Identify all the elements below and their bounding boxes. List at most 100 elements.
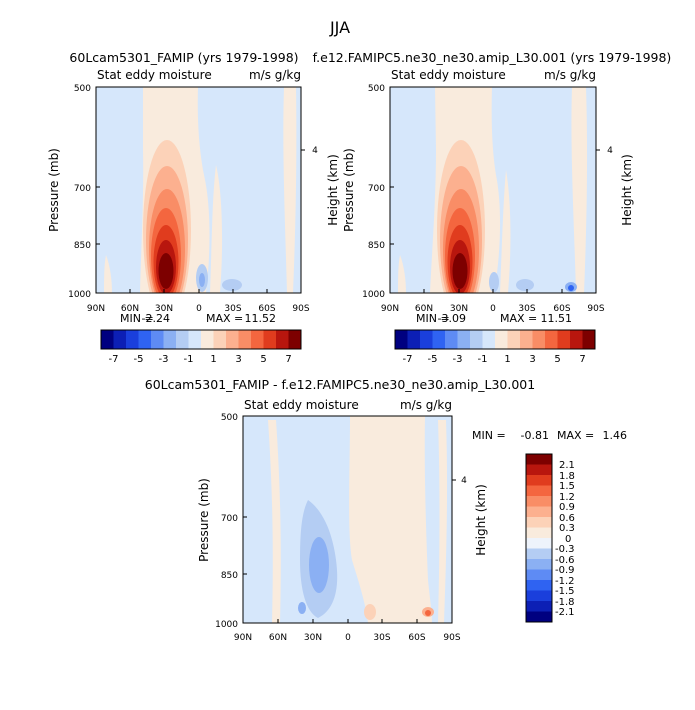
panel-3-ytick-700: 700 (221, 514, 238, 524)
panel-1-negative-2 (199, 273, 205, 287)
panel-3-cbar-label-10: -0.6 (555, 555, 575, 566)
panel-1-cbar-label-8: 7 (285, 354, 291, 365)
panel-2-negative-2 (516, 279, 534, 291)
panel-1-swatch-2 (113, 330, 126, 349)
panel-2-min-value: -3.09 (438, 312, 466, 325)
panel-3-cbar-label-7: 0.3 (559, 523, 575, 534)
panel-1-cbar-label-7: 5 (260, 354, 266, 365)
panel-3-cbar-label-4: 1.2 (559, 492, 575, 503)
panel-2-swatch-7 (470, 330, 483, 349)
panel-2-ytick-500: 500 (368, 84, 385, 94)
panel-2-main-title: f.e12.FAMIPC5.ne30_ne30.amip_L30.001 (yr… (313, 50, 672, 65)
panel-3-colorbar-swatches (526, 454, 552, 622)
panel-1-ytick-850: 850 (74, 241, 91, 251)
panel-2-cbar-label-2: -5 (428, 354, 438, 365)
panel-2-swatch-5 (445, 330, 458, 349)
panel-1-max-value: 11.52 (245, 312, 277, 325)
panel-3-cbar-label-1: 2.1 (559, 460, 575, 471)
panel-1-cbar-label-1: -7 (109, 354, 119, 365)
panel-3-swatch-8 (526, 527, 552, 538)
panel-3-cbar-label-3: 1.5 (559, 481, 575, 492)
panel-2-max-label: MAX = (500, 312, 537, 325)
panel-1-y-axis: 500 700 850 1000 Pressure (mb) 4 Height … (47, 84, 340, 300)
panel-2-swatch-3 (420, 330, 433, 349)
panel-1-cbar-label-4: -1 (184, 354, 194, 365)
panel-1-cbar-label-6: 3 (235, 354, 241, 365)
panel-1-swatch-1 (101, 330, 114, 349)
panel-3-swatch-11 (526, 559, 552, 570)
panel-2-swatch-11 (520, 330, 533, 349)
panel-1-right-label: m/s g/kg (249, 68, 301, 82)
panel-3-minmax: MIN = -0.81 MAX = 1.46 (472, 429, 627, 442)
panel-1-swatch-14 (263, 330, 276, 349)
panel-3-swatch-7 (526, 517, 552, 528)
panel-2-ylabel: Pressure (mb) (342, 148, 356, 232)
panel-3-left-label: Stat eddy moisture (244, 398, 359, 412)
panel-3-swatch-16 (526, 611, 552, 622)
panel-1-swatch-9 (201, 330, 214, 349)
panel-1-min-value: -2.24 (142, 312, 170, 325)
panel-3-ytick-850: 850 (221, 571, 238, 581)
panel-1-left-label: Stat eddy moisture (97, 68, 212, 82)
panel-3-swatch-10 (526, 548, 552, 559)
panel-1: 60Lcam5301_FAMIP (yrs 1979-1998) Stat ed… (47, 50, 340, 365)
panel-2-cbar-label-3: -3 (453, 354, 463, 365)
panel-1-swatch-4 (138, 330, 151, 349)
panel-1-cbar-label-3: -3 (159, 354, 169, 365)
panel-1-swatch-8 (188, 330, 201, 349)
panel-1-swatch-6 (163, 330, 176, 349)
panel-2-xtick-0: 0 (490, 304, 496, 314)
panel-3-y-axis: 500 700 850 1000 Pressure (mb) 4 Height … (197, 413, 488, 630)
panel-2-swatch-12 (532, 330, 545, 349)
panel-2-swatch-13 (545, 330, 558, 349)
panel-2-max-value: 11.51 (541, 312, 573, 325)
panel-3-swatch-6 (526, 506, 552, 517)
panel-2-xtick-60n: 60N (415, 304, 433, 314)
panel-3-main-title: 60Lcam5301_FAMIP - f.e12.FAMIPC5.ne30_ne… (145, 377, 535, 392)
panel-1-positive-surface (104, 255, 112, 293)
panel-1-colorbar-swatches (101, 330, 301, 349)
panel-2-swatch-16 (582, 330, 595, 349)
panel-1-xtick-60s: 60S (258, 304, 275, 314)
panel-1-ytick-700: 700 (74, 184, 91, 194)
panel-2: f.e12.FAMIPC5.ne30_ne30.amip_L30.001 (yr… (313, 50, 672, 365)
panel-3-cbar-label-12: -1.2 (555, 576, 575, 587)
panel-1-main-title: 60Lcam5301_FAMIP (yrs 1979-1998) (69, 50, 298, 65)
panel-1-swatch-15 (276, 330, 289, 349)
panel-2-contour-7 (452, 253, 468, 289)
panel-2-swatch-4 (432, 330, 445, 349)
panel-1-xtick-0: 0 (196, 304, 202, 314)
panel-3-cbar-label-13: -1.5 (555, 586, 575, 597)
panel-2-ytick-700: 700 (368, 184, 385, 194)
panel-1-swatch-12 (238, 330, 251, 349)
panel-2-positive-south (571, 87, 588, 293)
panel-1-swatch-13 (251, 330, 264, 349)
panel-3-x-axis: 90N 60N 30N 0 30S 60S 90S (234, 619, 461, 643)
panel-2-x-axis: 90N 60N 30N 0 30S 60S 90S (381, 289, 605, 314)
panel-1-swatch-16 (288, 330, 301, 349)
panel-2-core-contours (437, 140, 485, 293)
panel-3-negative-surface (298, 602, 306, 614)
panel-2-xtick-60s: 60S (553, 304, 570, 314)
panel-1-colorbar: -7 -5 -3 -1 1 3 5 7 (100, 329, 302, 365)
panel-1-min-label: MIN = (120, 312, 154, 325)
panel-3-cbar-label-8: 0 (565, 534, 571, 545)
panel-3-min-label: MIN = (472, 429, 506, 442)
panel-3-xtick-90s: 90S (443, 633, 460, 643)
panel-3-swatch-3 (526, 475, 552, 486)
panel-3-swatch-2 (526, 464, 552, 475)
panel-3-positive-strip-left (268, 420, 281, 623)
panel-3-ylabel-right: Height (km) (474, 484, 488, 555)
panel-3-ylabel: Pressure (mb) (197, 478, 211, 562)
panel-2-xtick-30n: 30N (450, 304, 468, 314)
panel-3-cbar-label-14: -1.8 (555, 597, 575, 608)
panel-2-field (390, 87, 596, 293)
panel-3: 60Lcam5301_FAMIP - f.e12.FAMIPC5.ne30_ne… (145, 377, 627, 643)
panel-3-cbar-label-15: -2.1 (555, 607, 575, 618)
panel-2-cbar-label-1: -7 (403, 354, 413, 365)
figure-title: JJA (329, 18, 350, 37)
panel-2-xtick-90n: 90N (381, 304, 399, 314)
panel-2-cbar-label-5: 1 (504, 354, 510, 365)
panel-3-cbar-label-6: 0.6 (559, 513, 575, 524)
panel-2-left-label: Stat eddy moisture (391, 68, 506, 82)
